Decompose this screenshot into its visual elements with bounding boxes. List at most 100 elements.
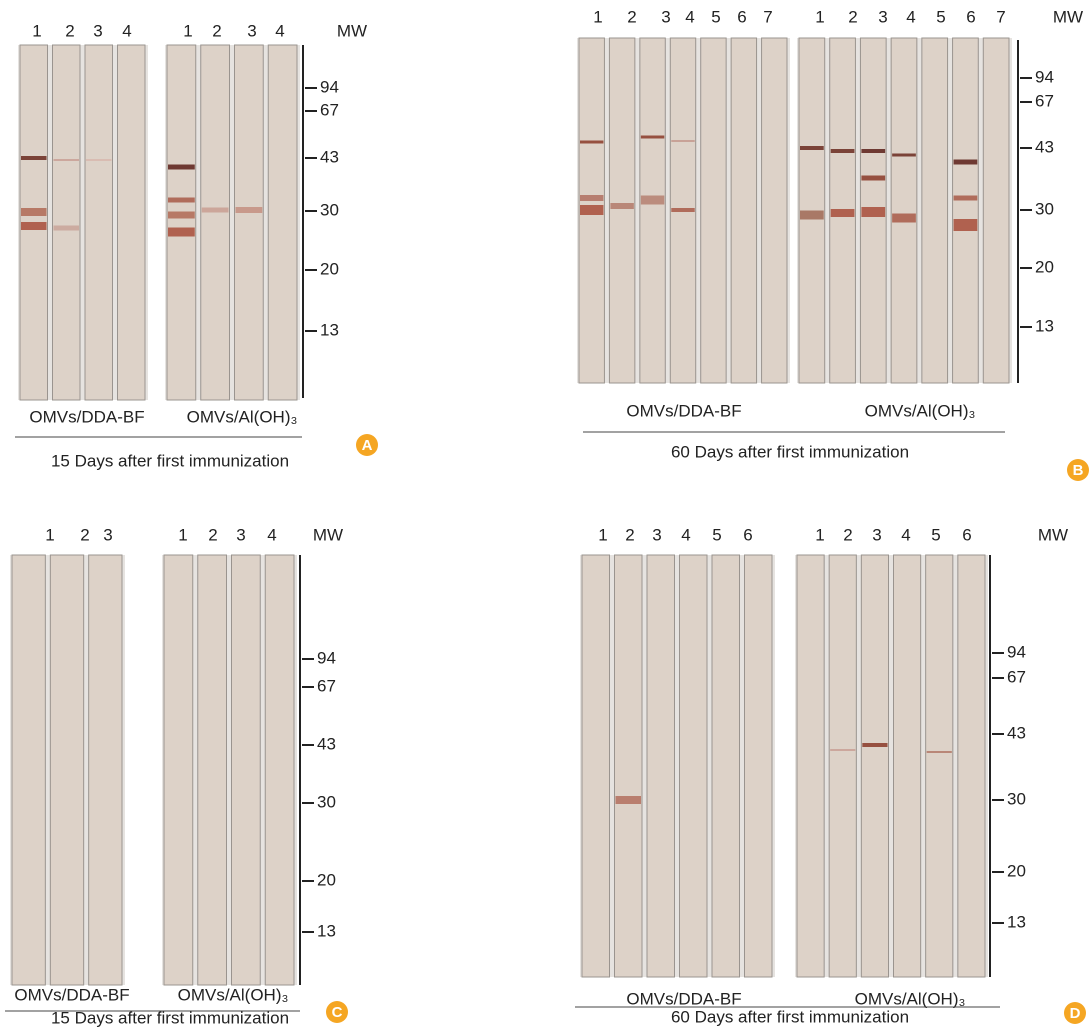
lane-label: 3 <box>652 525 661 544</box>
panel-letter: C <box>332 1004 343 1021</box>
blot-band <box>616 796 642 804</box>
blot-band <box>21 156 47 160</box>
blot-strip <box>953 38 979 383</box>
blot-band <box>580 141 603 144</box>
lane-label: 1 <box>815 525 824 544</box>
blot-strip <box>53 45 81 400</box>
mw-marker: 20 <box>1007 861 1026 880</box>
blot-strip <box>89 555 122 985</box>
mw-label: MW <box>337 21 367 40</box>
blot-strip <box>861 555 888 977</box>
mw-marker: 30 <box>317 792 336 811</box>
lane-label: 6 <box>962 525 971 544</box>
blot-band <box>54 226 80 231</box>
lane-label: 3 <box>247 21 256 40</box>
mw-label: MW <box>1053 7 1083 26</box>
mw-marker: 67 <box>320 100 339 119</box>
blot-band <box>892 214 916 223</box>
mw-marker: 13 <box>1035 316 1054 335</box>
blot-strip <box>983 38 1009 383</box>
lane-label: 3 <box>661 7 670 26</box>
blot-band <box>954 219 978 231</box>
blot-strip <box>958 555 985 977</box>
group-label: OMVs/Al(OH)₃ <box>178 985 289 1004</box>
lane-label: 3 <box>872 525 881 544</box>
lane-label: 4 <box>275 21 284 40</box>
lane-label: 7 <box>996 7 1005 26</box>
blot-band <box>671 208 694 212</box>
blot-band <box>168 228 195 237</box>
caption: 15 Days after first immunization <box>51 451 289 470</box>
blot-band <box>861 207 885 217</box>
group-label: OMVs/DDA-BF <box>626 401 741 420</box>
blot-band <box>86 159 112 161</box>
blot-strip <box>118 45 146 400</box>
mw-marker: 20 <box>320 259 339 278</box>
blot-band <box>580 195 603 201</box>
lane-label: 1 <box>183 21 192 40</box>
lane-label: 1 <box>598 525 607 544</box>
blot-strip <box>609 38 634 383</box>
blot-strip <box>232 555 261 985</box>
blot-band <box>861 176 885 181</box>
lane-label: 5 <box>712 525 721 544</box>
blot-strip <box>582 555 610 977</box>
mw-marker: 30 <box>320 200 339 219</box>
blot-strip <box>680 555 708 977</box>
mw-marker: 43 <box>1007 723 1026 742</box>
lane-label: 2 <box>627 7 636 26</box>
blot-band <box>168 198 195 203</box>
mw-marker: 94 <box>1007 642 1026 661</box>
lane-label: 2 <box>208 525 217 544</box>
caption: 60 Days after first immunization <box>671 1007 909 1026</box>
blot-band <box>800 211 824 220</box>
blot-band <box>831 209 855 217</box>
blot-strip <box>167 45 196 400</box>
lane-label: 2 <box>80 525 89 544</box>
lane-label: 1 <box>32 21 41 40</box>
lane-label: 5 <box>931 525 940 544</box>
mw-marker: 30 <box>1007 789 1026 808</box>
mw-marker: 30 <box>1035 199 1054 218</box>
blot-band <box>927 751 952 753</box>
mw-marker: 43 <box>317 734 336 753</box>
blot-strip <box>201 45 230 400</box>
lane-label: 5 <box>711 7 720 26</box>
blot-strip <box>164 555 193 985</box>
blot-strip <box>50 555 83 985</box>
mw-label: MW <box>313 525 343 544</box>
blot-strip <box>647 555 675 977</box>
panel-letter: B <box>1073 462 1084 479</box>
blot-strip <box>235 45 264 400</box>
mw-label: MW <box>1038 525 1068 544</box>
blot-strip <box>829 555 856 977</box>
lane-label: 4 <box>906 7 915 26</box>
group-label: OMVs/DDA-BF <box>14 985 129 1004</box>
blot-band <box>862 743 887 747</box>
blot-strip <box>745 555 773 977</box>
lane-label: 2 <box>65 21 74 40</box>
lane-label: 3 <box>878 7 887 26</box>
blot-band <box>954 196 978 201</box>
blot-band <box>236 207 263 213</box>
blot-strip <box>731 38 756 383</box>
mw-marker: 20 <box>317 870 336 889</box>
blot-band <box>671 140 694 142</box>
mw-marker: 13 <box>1007 912 1026 931</box>
blot-strip <box>640 38 665 383</box>
figure: 12341234MW946743302013OMVs/DDA-BFOMVs/Al… <box>0 0 1092 1029</box>
blot-strip <box>926 555 953 977</box>
lane-label: 4 <box>122 21 131 40</box>
group-label: OMVs/Al(OH)₃ <box>855 989 966 1008</box>
blot-strip <box>12 555 45 985</box>
group-label: OMVs/Al(OH)₃ <box>865 401 976 420</box>
group-label: OMVs/DDA-BF <box>29 407 144 426</box>
lane-label: 2 <box>625 525 634 544</box>
mw-marker: 43 <box>1035 137 1054 156</box>
blot-strip <box>198 555 227 985</box>
lane-label: 4 <box>681 525 690 544</box>
mw-marker: 94 <box>320 77 339 96</box>
blot-band <box>21 222 47 230</box>
